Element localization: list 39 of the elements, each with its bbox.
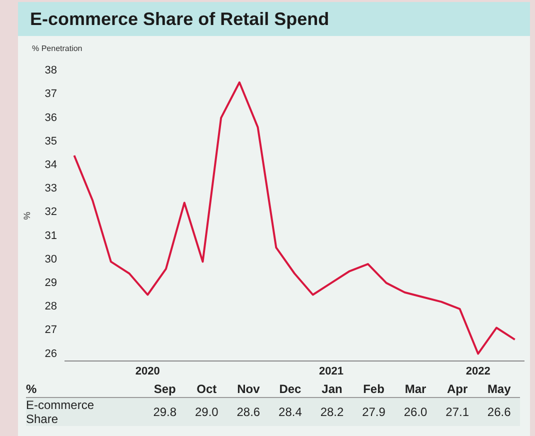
y-tick-label: 31: [44, 230, 58, 242]
category-label: Nov: [236, 382, 261, 396]
text: %: [26, 382, 38, 396]
y-tick-label: 33: [44, 182, 58, 195]
data-label: 26.6: [486, 405, 512, 419]
data-label: 28.4: [278, 405, 303, 419]
y-tick-label: 29: [44, 276, 58, 289]
category-label: Mar: [404, 382, 428, 396]
category-label: Feb: [362, 382, 386, 396]
y-tick-label: 34: [44, 159, 58, 172]
chart-subtitle: % Penetration: [31, 43, 84, 55]
category-label: Sep: [152, 382, 177, 396]
data-label: 28.6: [236, 405, 262, 419]
category-label: Oct: [196, 382, 218, 396]
chart-title: E-commerce Share of Retail Spend: [18, 2, 530, 36]
text: E-commerce Share: [26, 398, 96, 426]
data-label: 27.1: [444, 405, 470, 419]
x-tick-label: 2020: [135, 365, 160, 378]
data-label: 28.2: [319, 405, 345, 419]
category-label: Jan: [320, 382, 344, 396]
y-tick-label: 35: [44, 135, 58, 148]
data-label: 29.8: [152, 405, 178, 419]
y-axis-title: %: [22, 212, 32, 220]
y-tick-label: 27: [44, 324, 58, 336]
y-tick-label: 36: [44, 112, 58, 124]
data-label: 27.9: [361, 405, 386, 419]
data-label: 29.0: [194, 405, 220, 419]
category-label: Apr: [446, 382, 469, 396]
category-label: May: [486, 382, 512, 396]
x-tick-label: 2021: [318, 365, 344, 378]
y-tick-label: 32: [44, 206, 58, 218]
y-tick-label: 30: [44, 253, 58, 266]
y-tick-label: 26: [44, 348, 58, 360]
category-label: Dec: [278, 382, 302, 396]
y-tick-label: 28: [44, 300, 58, 313]
y-tick-label: 38: [44, 64, 58, 77]
x-tick-label: 2022: [466, 365, 490, 378]
y-tick-label: 37: [44, 88, 58, 100]
data-label: 26.0: [402, 405, 428, 419]
